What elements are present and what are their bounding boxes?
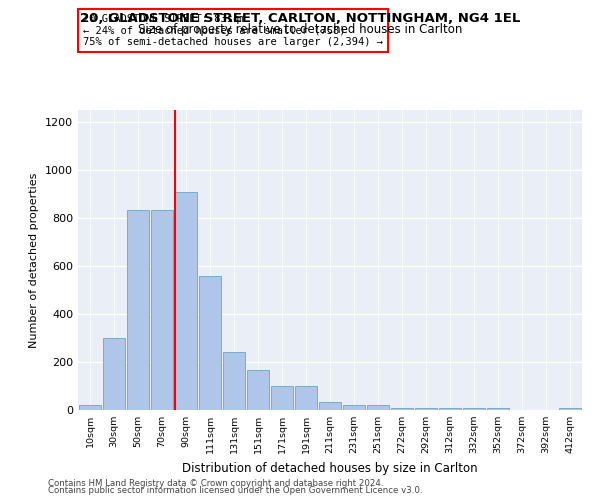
Bar [271, 386, 293, 410]
Y-axis label: Number of detached properties: Number of detached properties [29, 172, 40, 348]
Text: 20, GLADSTONE STREET, CARLTON, NOTTINGHAM, NG4 1EL: 20, GLADSTONE STREET, CARLTON, NOTTINGHA… [80, 12, 520, 26]
Text: Size of property relative to detached houses in Carlton: Size of property relative to detached ho… [138, 24, 462, 36]
Bar [319, 402, 341, 410]
Text: Contains HM Land Registry data © Crown copyright and database right 2024.: Contains HM Land Registry data © Crown c… [48, 478, 383, 488]
Bar [295, 386, 317, 410]
Bar [175, 192, 197, 410]
Bar [487, 408, 509, 410]
Text: 20 GLADSTONE STREET: 83sqm
← 24% of detached houses are smaller (758)
75% of sem: 20 GLADSTONE STREET: 83sqm ← 24% of deta… [83, 14, 383, 47]
Bar [199, 276, 221, 410]
X-axis label: Distribution of detached houses by size in Carlton: Distribution of detached houses by size … [182, 462, 478, 474]
Text: Contains public sector information licensed under the Open Government Licence v3: Contains public sector information licen… [48, 486, 422, 495]
Bar [367, 405, 389, 410]
Bar [415, 408, 437, 410]
Bar [247, 370, 269, 410]
Bar [439, 408, 461, 410]
Bar [151, 210, 173, 410]
Bar [79, 405, 101, 410]
Bar [391, 408, 413, 410]
Bar [103, 338, 125, 410]
Bar [223, 352, 245, 410]
Bar [559, 408, 581, 410]
Bar [343, 405, 365, 410]
Bar [127, 210, 149, 410]
Bar [463, 408, 485, 410]
